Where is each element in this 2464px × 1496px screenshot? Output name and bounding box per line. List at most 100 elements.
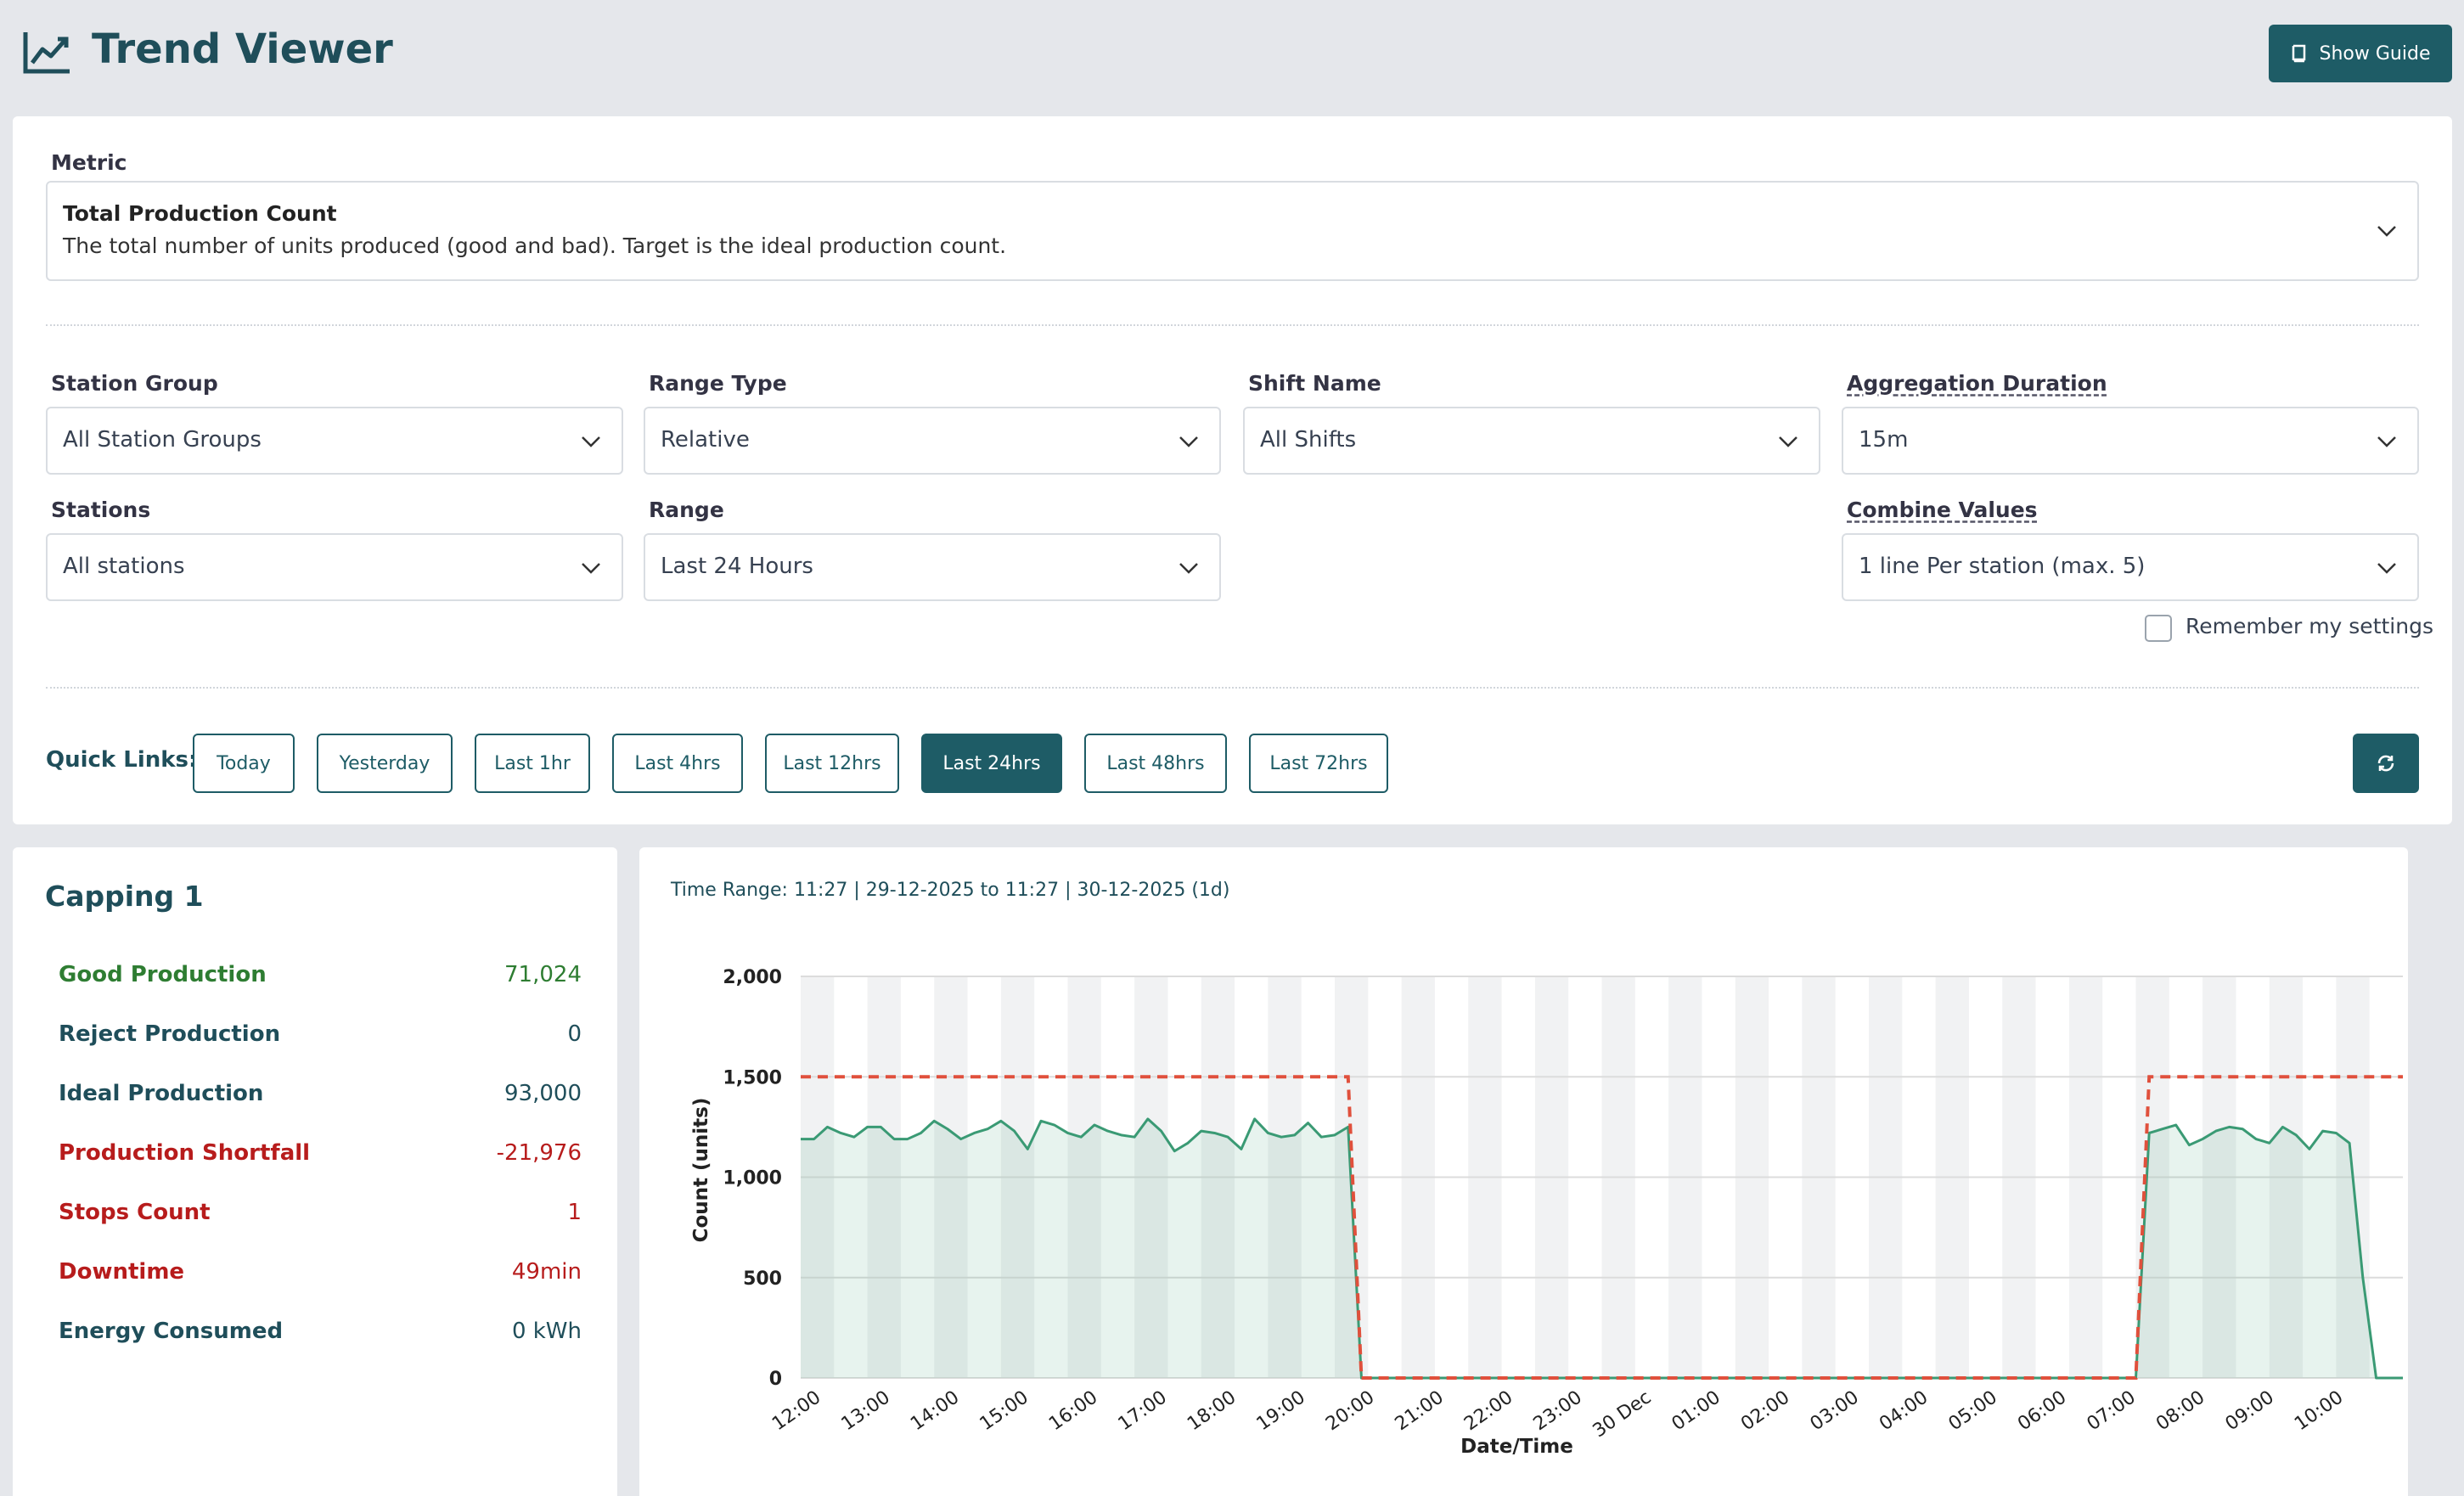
chevron-down-icon — [2377, 436, 2396, 447]
x-tick-label: 21:00 — [1392, 1386, 1448, 1435]
chevron-down-icon — [582, 436, 600, 447]
stat-value: 71,024 — [504, 962, 582, 987]
x-tick-label: 23:00 — [1530, 1386, 1586, 1435]
combine-values-select[interactable]: 1 line Per station (max. 5) — [1842, 533, 2419, 601]
stat-label: Production Shortfall — [59, 1140, 311, 1166]
book-icon — [2292, 44, 2305, 63]
x-tick-label: 14:00 — [907, 1386, 963, 1435]
remember-settings-label[interactable]: Remember my settings — [2186, 614, 2433, 638]
quick-link-button[interactable]: Last 24hrs — [921, 734, 1062, 793]
x-tick-label: 12:00 — [768, 1386, 824, 1435]
stations-select[interactable]: All stations — [46, 533, 623, 601]
y-tick-label: 2,000 — [723, 967, 782, 988]
stat-label: Energy Consumed — [59, 1319, 284, 1344]
quick-link-button[interactable]: Today — [193, 734, 295, 793]
stat-value: 0 kWh — [511, 1319, 582, 1344]
header: Trend Viewer Show Guide — [0, 0, 2464, 110]
x-tick-label: 30 Dec — [1589, 1386, 1656, 1442]
range-type-label: Range Type — [649, 371, 787, 396]
aggregation-duration-label[interactable]: Aggregation Duration — [1847, 371, 2107, 396]
show-guide-button[interactable]: Show Guide — [2269, 25, 2452, 82]
chart-panel: Time Range: 11:27 | 29-12-2025 to 11:27 … — [639, 847, 2408, 1496]
metric-title: Total Production Count — [63, 201, 337, 226]
stations-value: All stations — [63, 554, 185, 579]
stations-label: Stations — [51, 498, 151, 522]
page-title: Trend Viewer — [92, 25, 393, 73]
series-line-target — [801, 1075, 2403, 1380]
metric-description: The total number of units produced (good… — [63, 233, 1007, 258]
divider — [46, 324, 2419, 326]
x-tick-label: 03:00 — [1807, 1386, 1863, 1435]
quick-link-button[interactable]: Last 72hrs — [1249, 734, 1388, 793]
x-tick-label: 10:00 — [2291, 1386, 2347, 1435]
stat-label: Reject Production — [59, 1021, 281, 1047]
metric-label: Metric — [51, 150, 127, 175]
range-label: Range — [649, 498, 724, 522]
shift-name-select[interactable]: All Shifts — [1243, 407, 1820, 475]
x-tick-label: 07:00 — [2084, 1386, 2140, 1435]
trend-chart-icon — [23, 32, 70, 74]
y-tick-label: 500 — [743, 1268, 782, 1290]
x-tick-label: 22:00 — [1460, 1386, 1516, 1435]
station-group-value: All Station Groups — [63, 427, 262, 453]
metric-select[interactable]: Total Production Count The total number … — [46, 181, 2419, 281]
combine-values-label[interactable]: Combine Values — [1847, 498, 2038, 522]
chevron-down-icon — [1779, 436, 1797, 447]
trend-chart[interactable]: 0 500 1,000 1,500 2,000 12:00 13:00 14:00 15:00 1… — [639, 847, 2408, 1496]
stat-label: Good Production — [59, 962, 267, 987]
station-title: Capping 1 — [45, 880, 204, 913]
x-tick-label: 04:00 — [1876, 1386, 1932, 1435]
x-tick-label: 18:00 — [1184, 1386, 1240, 1435]
stat-label: Stops Count — [59, 1200, 211, 1225]
x-tick-label: 20:00 — [1322, 1386, 1378, 1435]
chevron-down-icon — [1179, 563, 1198, 574]
x-tick-label: 16:00 — [1045, 1386, 1101, 1435]
quick-link-button[interactable]: Last 1hr — [475, 734, 590, 793]
shift-name-value: All Shifts — [1260, 427, 1357, 453]
quick-link-button[interactable]: Last 4hrs — [612, 734, 743, 793]
stat-value: 93,000 — [504, 1081, 582, 1106]
refresh-icon — [2377, 755, 2394, 772]
refresh-button[interactable] — [2353, 734, 2419, 793]
x-tick-label: 19:00 — [1253, 1386, 1309, 1435]
aggregation-duration-select[interactable]: 15m — [1842, 407, 2419, 475]
chevron-down-icon — [582, 563, 600, 574]
x-tick-label: 17:00 — [1115, 1386, 1171, 1435]
filters-panel: Metric Total Production Count The total … — [13, 116, 2452, 824]
range-value: Last 24 Hours — [661, 554, 813, 579]
stat-value: -21,976 — [496, 1140, 582, 1166]
x-axis-title: Date/Time — [1460, 1436, 1573, 1458]
quick-link-button[interactable]: Yesterday — [317, 734, 453, 793]
stat-value: 0 — [567, 1021, 582, 1047]
x-tick-label: 02:00 — [1737, 1386, 1793, 1435]
combine-values-value: 1 line Per station (max. 5) — [1859, 554, 2146, 579]
shift-name-label: Shift Name — [1248, 371, 1381, 396]
y-tick-label: 0 — [769, 1369, 782, 1390]
stat-value: 1 — [567, 1200, 582, 1225]
station-group-select[interactable]: All Station Groups — [46, 407, 623, 475]
chevron-down-icon — [1179, 436, 1198, 447]
stat-label: Ideal Production — [59, 1081, 264, 1106]
quick-link-button[interactable]: Last 12hrs — [765, 734, 899, 793]
stat-value: 49min — [511, 1259, 582, 1285]
aggregation-duration-value: 15m — [1859, 427, 1909, 453]
chevron-down-icon — [2377, 563, 2396, 574]
range-select[interactable]: Last 24 Hours — [644, 533, 1221, 601]
divider — [46, 687, 2419, 689]
range-type-value: Relative — [661, 427, 750, 453]
time-range-text: Time Range: 11:27 | 29-12-2025 to 11:27 … — [671, 880, 1230, 901]
x-tick-label: 09:00 — [2222, 1386, 2278, 1435]
y-tick-label: 1,000 — [723, 1168, 782, 1189]
x-tick-label: 08:00 — [2152, 1386, 2208, 1435]
quick-link-button[interactable]: Last 48hrs — [1084, 734, 1227, 793]
y-tick-label: 1,500 — [723, 1067, 782, 1088]
show-guide-label: Show Guide — [2319, 42, 2431, 65]
x-tick-label: 15:00 — [976, 1386, 1032, 1435]
remember-settings-checkbox[interactable] — [2145, 615, 2172, 642]
x-tick-label: 05:00 — [1945, 1386, 2001, 1435]
series-area — [801, 1118, 2403, 1378]
range-type-select[interactable]: Relative — [644, 407, 1221, 475]
chevron-down-icon — [2377, 226, 2396, 237]
station-stats-panel: Capping 1 Good Production 71,024 Reject Pr… — [13, 847, 617, 1496]
